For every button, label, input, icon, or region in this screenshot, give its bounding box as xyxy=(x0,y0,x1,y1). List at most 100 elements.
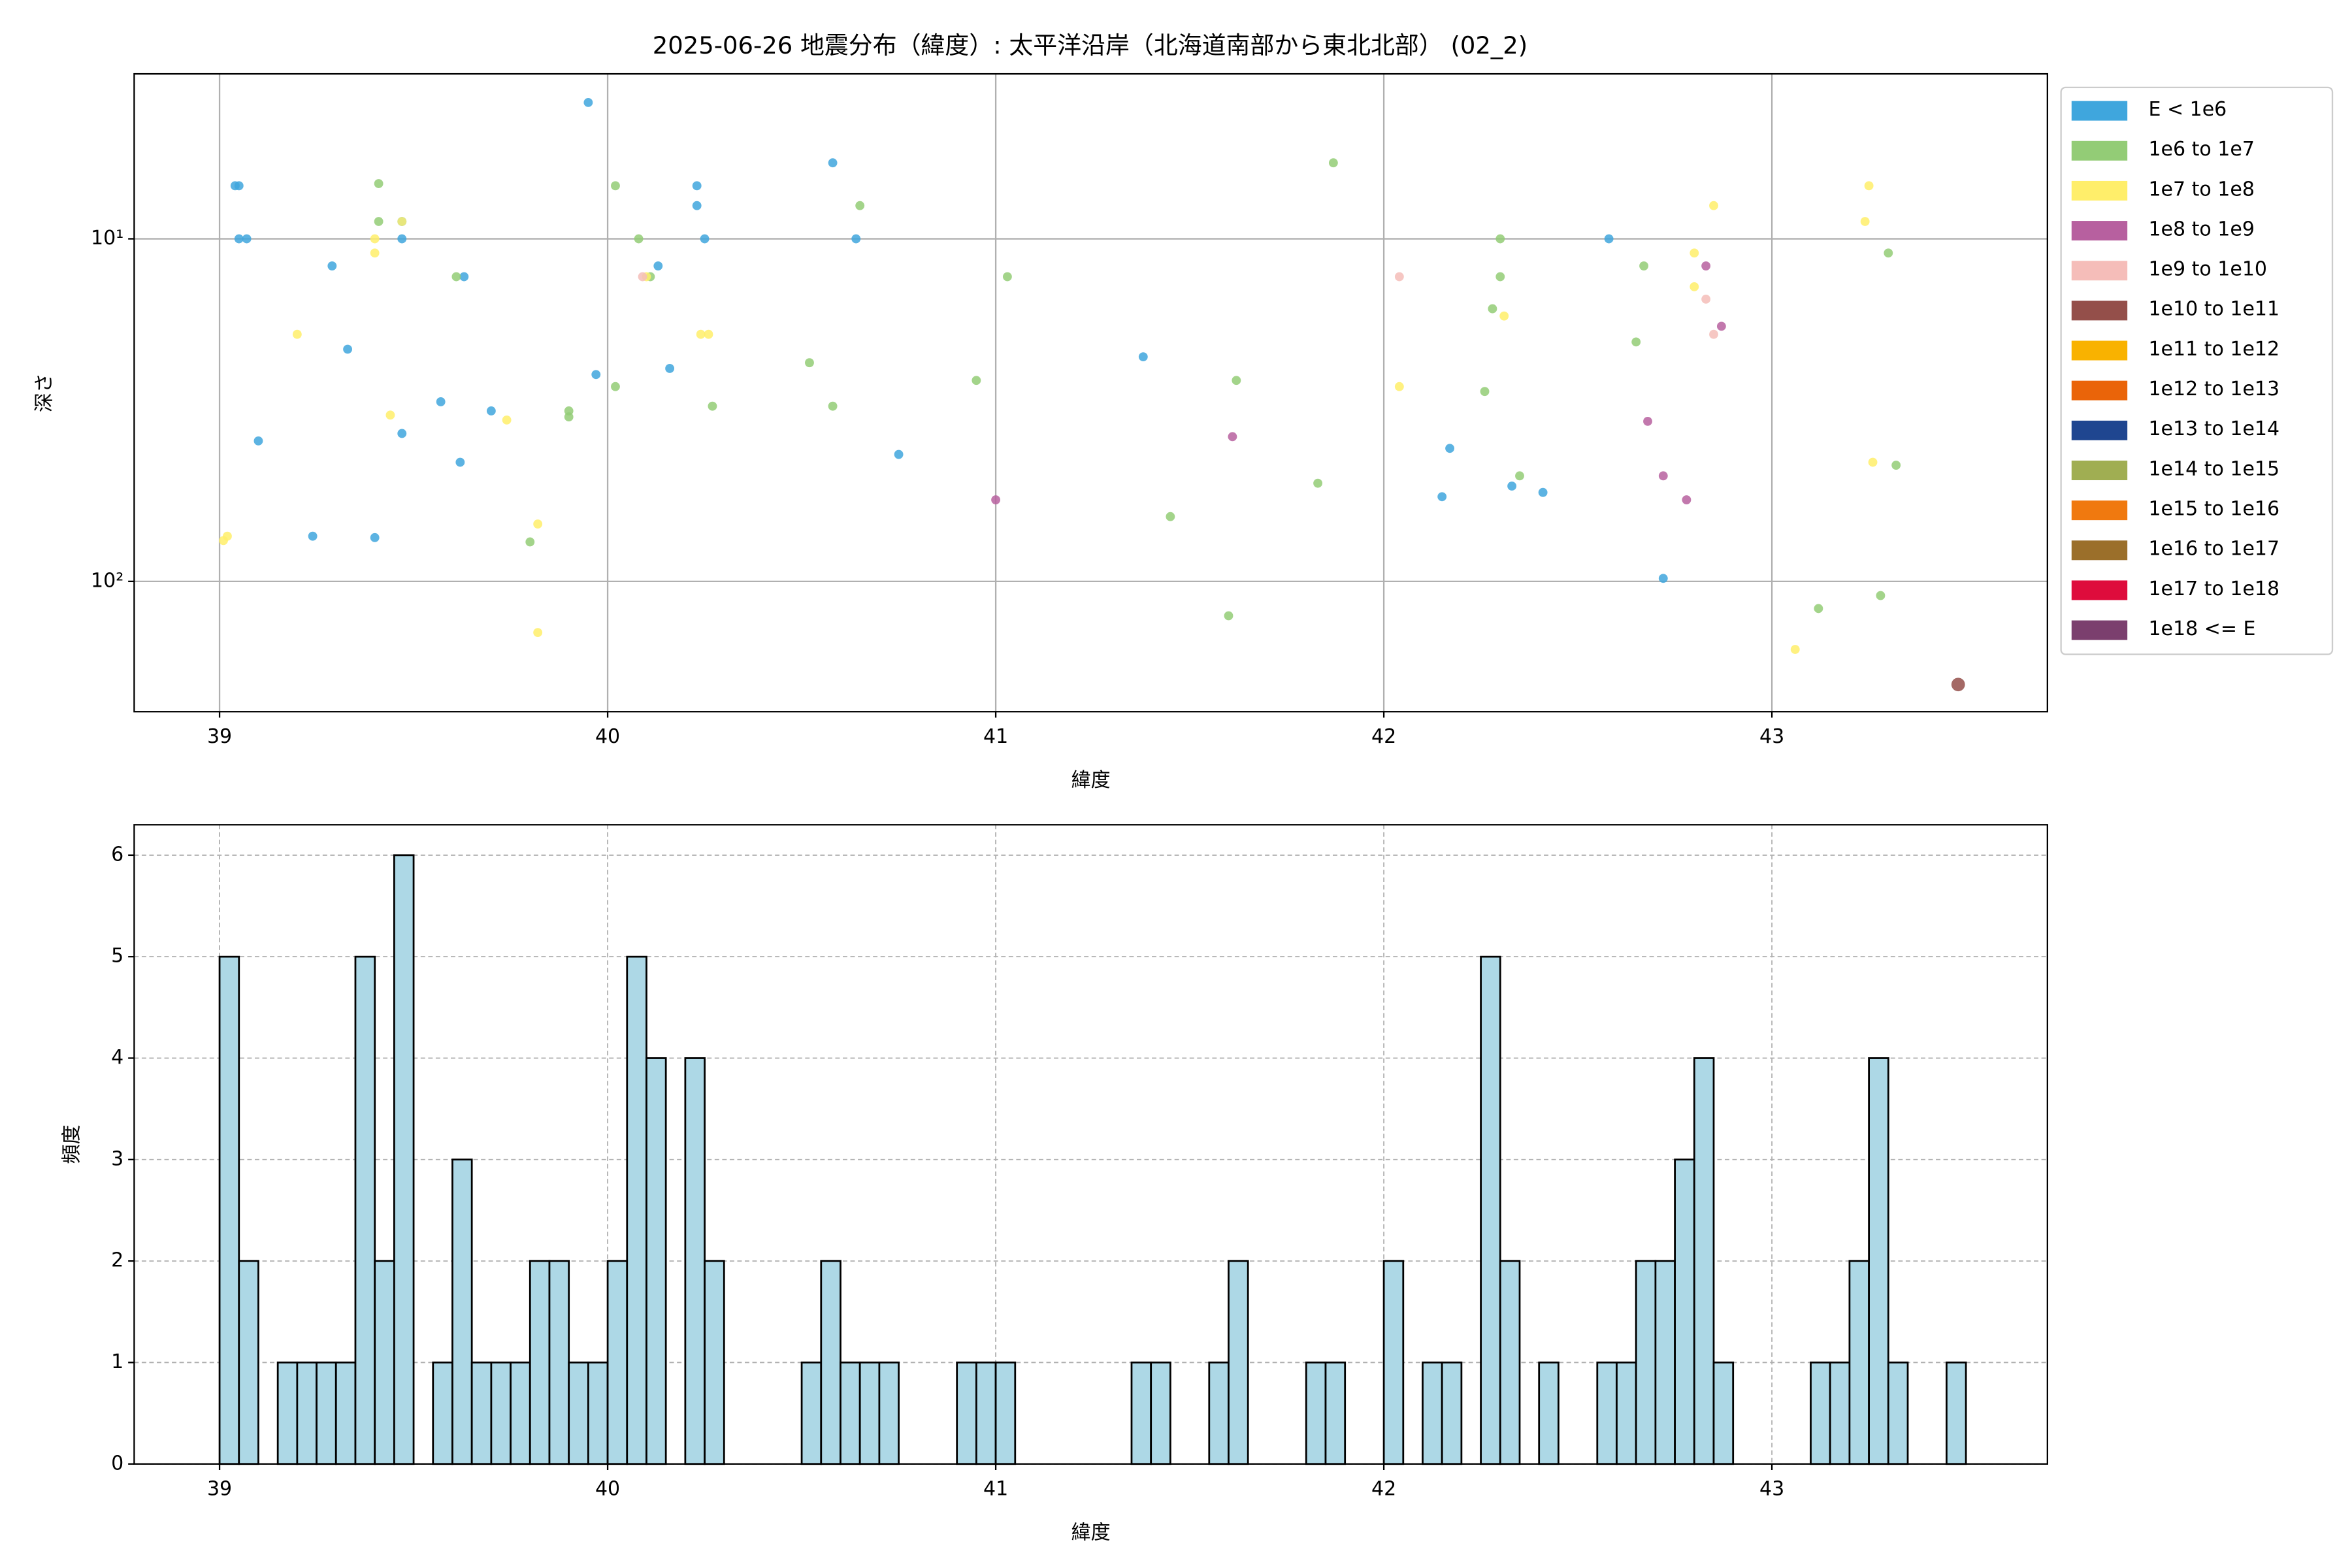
bar xyxy=(470,1362,493,1465)
bar xyxy=(490,1362,512,1465)
point xyxy=(370,234,380,244)
bar xyxy=(858,1362,881,1465)
bar xyxy=(1538,1362,1560,1465)
x-axis-label: 緯度 xyxy=(1071,769,1111,792)
bar xyxy=(510,1362,531,1465)
point xyxy=(564,412,574,422)
point xyxy=(1951,678,1965,692)
point xyxy=(436,397,446,406)
legend-label: 1e10 to 1e11 xyxy=(2148,298,2279,321)
point xyxy=(1790,645,1800,654)
bar xyxy=(1674,1158,1695,1465)
point xyxy=(502,415,512,425)
point xyxy=(374,179,384,188)
x-tick-label: 39 xyxy=(207,725,232,748)
bar xyxy=(316,1362,337,1465)
legend-patch xyxy=(2071,101,2128,121)
y-tick-label: 10² xyxy=(91,569,123,592)
series xyxy=(230,97,1668,583)
x-tick-label: 40 xyxy=(595,725,620,748)
point xyxy=(805,358,814,368)
point xyxy=(1860,217,1870,226)
bar xyxy=(1208,1362,1230,1465)
plot-frame xyxy=(133,824,2048,1465)
y-tick-label: 2 xyxy=(111,1249,123,1272)
point xyxy=(828,158,838,168)
bar xyxy=(1946,1362,1967,1465)
bar xyxy=(878,1362,900,1465)
point xyxy=(1690,248,1699,258)
bar xyxy=(218,955,240,1465)
legend-label: 1e8 to 1e9 xyxy=(2148,218,2254,240)
point xyxy=(1690,282,1699,291)
point xyxy=(1394,272,1404,282)
legend-patch xyxy=(2071,180,2128,201)
chart-title: 2025-06-26 地震分布（緯度）: 太平洋沿岸（北海道南部から東北北部） … xyxy=(653,31,1527,59)
point xyxy=(1515,471,1524,481)
point xyxy=(223,531,232,541)
legend-label: 1e11 to 1e12 xyxy=(2148,338,2279,361)
point xyxy=(696,329,706,339)
legend-patch xyxy=(2071,261,2128,281)
bar xyxy=(1228,1260,1249,1465)
legend-patch xyxy=(2071,461,2128,480)
point xyxy=(486,406,496,416)
bar xyxy=(374,1260,395,1465)
point xyxy=(327,261,337,270)
bar xyxy=(354,955,376,1465)
legend-frame xyxy=(2060,86,2334,655)
bar xyxy=(1422,1362,1443,1465)
point xyxy=(1701,261,1711,270)
legend-patch xyxy=(2071,380,2128,400)
point xyxy=(1876,591,1886,600)
point xyxy=(385,410,395,420)
point xyxy=(1709,201,1718,210)
point xyxy=(459,272,469,282)
bar xyxy=(1887,1362,1909,1465)
point xyxy=(700,234,710,244)
y-axis-label: 頻度 xyxy=(60,1125,83,1164)
point xyxy=(1166,512,1175,521)
bar xyxy=(587,1362,609,1465)
point xyxy=(533,519,543,529)
point xyxy=(253,436,263,446)
point xyxy=(1437,492,1447,502)
bar xyxy=(606,1260,629,1465)
legend-label: 1e18 <= E xyxy=(2148,617,2255,640)
legend-patch xyxy=(2071,620,2128,640)
point xyxy=(704,329,713,339)
x-axis-label: 緯度 xyxy=(1071,1521,1111,1544)
point xyxy=(370,248,380,258)
point xyxy=(1701,294,1711,304)
series xyxy=(219,181,1878,654)
plot-frame xyxy=(133,73,2048,713)
legend-label: 1e7 to 1e8 xyxy=(2148,178,2254,201)
legend-patch xyxy=(2071,340,2128,361)
y-axis-label: 深さ xyxy=(33,373,56,412)
bar xyxy=(1382,1260,1405,1465)
point xyxy=(665,364,675,373)
point xyxy=(1232,376,1241,385)
bar xyxy=(529,1260,551,1465)
bar xyxy=(994,1362,1017,1465)
bar xyxy=(1810,1362,1831,1465)
point xyxy=(692,181,702,191)
bar xyxy=(1868,1057,1889,1465)
point xyxy=(234,234,244,244)
point xyxy=(1884,248,1893,258)
point xyxy=(638,272,647,282)
point xyxy=(583,97,593,107)
point xyxy=(1658,471,1668,481)
point xyxy=(851,234,861,244)
point xyxy=(451,272,461,282)
bar xyxy=(432,1362,453,1465)
point xyxy=(1495,272,1505,282)
point xyxy=(1495,234,1505,244)
point xyxy=(828,401,838,411)
legend-label: 1e6 to 1e7 xyxy=(2148,138,2254,161)
point xyxy=(533,628,543,638)
point xyxy=(1643,416,1652,426)
bar xyxy=(548,1260,570,1465)
x-tick-label: 43 xyxy=(1759,725,1784,748)
